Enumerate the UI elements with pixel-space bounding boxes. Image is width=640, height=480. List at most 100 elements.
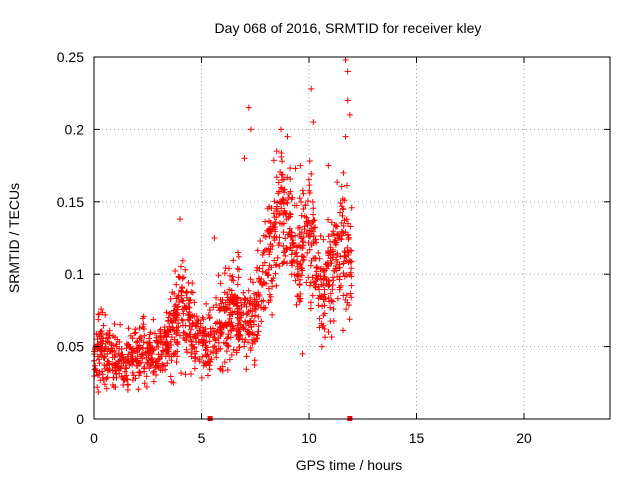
- data-point: [106, 339, 113, 346]
- data-point: [137, 334, 144, 341]
- data-point: [284, 231, 291, 238]
- data-point: [268, 205, 275, 212]
- data-point: [293, 249, 300, 256]
- data-point: [129, 356, 136, 363]
- data-point: [307, 220, 314, 227]
- data-point: [236, 317, 243, 324]
- data-point: [228, 297, 235, 304]
- data-point: [155, 356, 162, 363]
- data-point: [191, 365, 198, 372]
- data-point: [191, 313, 198, 320]
- data-point: [169, 289, 176, 296]
- data-point: [318, 281, 325, 288]
- data-point: [298, 265, 305, 272]
- data-point-outlier: [204, 372, 211, 379]
- data-point: [223, 335, 230, 342]
- data-point: [140, 365, 147, 372]
- data-point: [296, 280, 303, 287]
- data-point: [260, 297, 267, 304]
- y-tick-label: 0.2: [65, 121, 85, 137]
- data-point: [320, 236, 327, 243]
- data-point: [252, 312, 259, 319]
- data-point: [288, 233, 295, 240]
- data-point: [217, 280, 224, 287]
- data-point: [95, 311, 102, 318]
- data-point: [143, 373, 150, 380]
- data-point: [303, 230, 310, 237]
- data-point: [344, 299, 351, 306]
- data-point: [272, 219, 279, 226]
- data-point: [321, 286, 328, 293]
- data-point: [317, 233, 324, 240]
- data-point: [173, 329, 180, 336]
- data-point: [173, 314, 180, 321]
- data-point: [157, 366, 164, 373]
- data-point: [290, 257, 297, 263]
- data-point: [312, 283, 319, 290]
- data-point: [313, 264, 320, 271]
- data-point-outlier: [273, 148, 280, 155]
- data-point: [180, 329, 187, 336]
- data-point: [279, 260, 286, 267]
- data-point: [101, 353, 108, 360]
- data-point: [229, 309, 236, 316]
- data-point: [114, 336, 121, 343]
- data-point: [315, 249, 322, 256]
- data-point: [296, 224, 303, 231]
- data-point-outlier: [247, 126, 254, 133]
- data-point: [101, 365, 108, 372]
- data-point: [199, 330, 206, 337]
- data-point: [327, 238, 334, 245]
- data-point: [203, 352, 210, 359]
- data-point: [282, 235, 289, 242]
- data-point: [268, 277, 275, 284]
- data-point: [97, 377, 104, 384]
- data-point: [96, 332, 103, 339]
- data-point: [148, 345, 155, 352]
- data-point: [240, 323, 247, 330]
- data-point: [163, 309, 170, 316]
- data-point: [292, 165, 299, 172]
- data-point: [103, 362, 110, 369]
- x-tick-label: 10: [301, 430, 317, 446]
- data-point: [291, 202, 298, 209]
- data-point: [206, 338, 213, 345]
- data-point: [340, 260, 347, 267]
- data-point: [261, 247, 268, 254]
- data-point: [122, 359, 129, 366]
- data-point: [167, 338, 174, 345]
- data-point: [305, 239, 312, 246]
- data-point: [302, 202, 309, 209]
- data-point-outlier: [340, 169, 347, 176]
- data-point: [138, 337, 145, 344]
- data-point: [221, 270, 228, 277]
- data-point: [348, 294, 355, 301]
- data-point: [267, 293, 274, 300]
- data-point: [213, 294, 220, 301]
- data-point-outlier: [344, 68, 351, 75]
- data-point: [178, 316, 185, 323]
- data-point: [321, 325, 328, 332]
- data-point: [125, 351, 132, 358]
- data-point: [335, 235, 342, 242]
- data-point: [109, 361, 116, 368]
- data-point: [332, 239, 339, 246]
- data-point: [227, 327, 234, 334]
- data-point: [284, 200, 291, 207]
- data-point: [226, 315, 233, 322]
- data-point: [225, 334, 232, 341]
- data-point: [157, 336, 164, 343]
- data-point: [327, 249, 334, 256]
- data-point: [199, 342, 206, 349]
- data-point: [250, 279, 257, 286]
- data-point-outlier: [325, 162, 332, 169]
- data-point: [224, 366, 231, 373]
- data-point: [219, 367, 226, 374]
- axis-ticks: 0 0.05 0.1 0.15 0.2 0.25 0 5 10 15 20: [57, 49, 610, 446]
- data-point: [135, 386, 142, 393]
- data-point: [306, 246, 313, 253]
- data-point: [339, 212, 346, 219]
- data-point: [186, 323, 193, 330]
- data-point: [188, 289, 195, 296]
- data-point: [237, 332, 244, 339]
